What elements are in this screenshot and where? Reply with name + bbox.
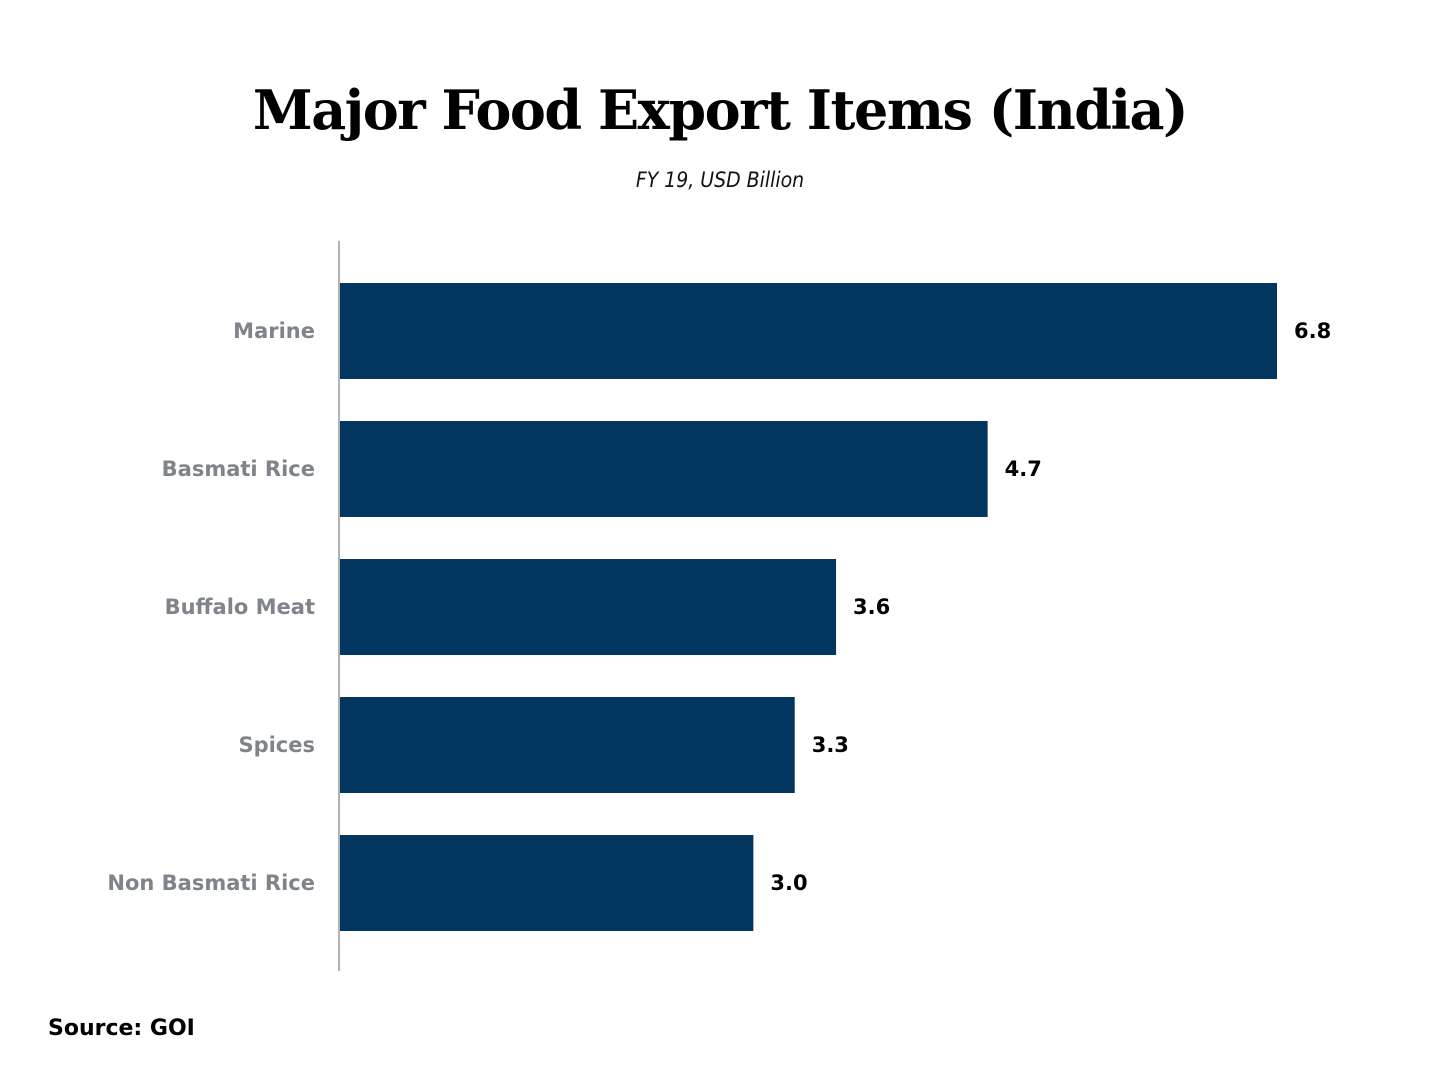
category-label: Buffalo Meat xyxy=(165,595,315,619)
bar-basmati-rice xyxy=(340,421,988,517)
category-label: Basmati Rice xyxy=(162,457,315,481)
category-label: Non Basmati Rice xyxy=(107,871,315,895)
value-label: 3.0 xyxy=(770,871,807,895)
bar-marine xyxy=(340,283,1277,379)
category-label: Spices xyxy=(238,733,315,757)
value-label: 3.3 xyxy=(812,733,849,757)
bar-non-basmati-rice xyxy=(340,835,754,931)
category-label: Marine xyxy=(233,319,315,343)
source-note: Source: GOI xyxy=(48,1016,195,1041)
value-label: 3.6 xyxy=(853,595,890,619)
bars-layer: Marine 6.8 Basmati Rice 4.7 Buffalo Meat 3.6 S… xyxy=(107,283,1331,931)
bar-buffalo-meat xyxy=(340,559,837,655)
bar-spices xyxy=(340,697,795,793)
value-label: 4.7 xyxy=(1005,457,1042,481)
chart-title: Major Food Export Items (India) xyxy=(252,78,1189,142)
value-label: 6.8 xyxy=(1294,319,1331,343)
chart-subtitle: FY 19, USD Billion xyxy=(635,168,805,192)
